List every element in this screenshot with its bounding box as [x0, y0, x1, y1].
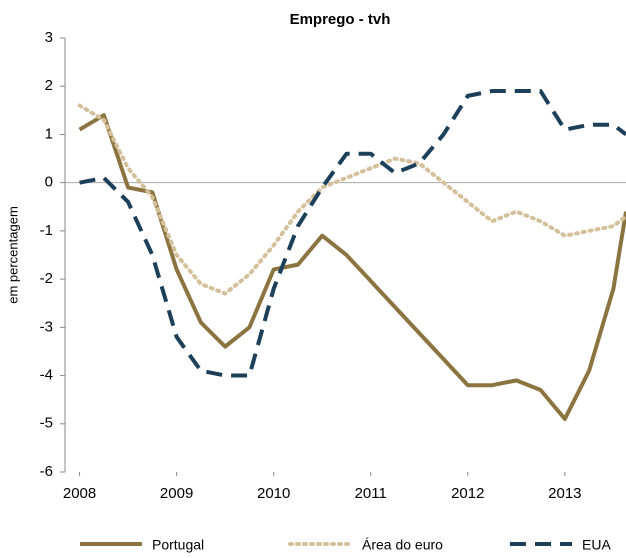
y-tick-label: 3 — [45, 29, 53, 46]
y-tick-label: -2 — [40, 270, 53, 287]
x-tick-label: 2013 — [548, 485, 581, 502]
y-tick-label: 2 — [45, 77, 53, 94]
x-tick-label: 2011 — [355, 485, 387, 502]
x-tick-label: 2010 — [257, 485, 290, 502]
y-tick-label: -1 — [40, 222, 53, 239]
series-line — [77, 103, 626, 296]
y-tick-label: -3 — [40, 318, 53, 335]
x-tick-label: 2009 — [160, 485, 193, 502]
legend-label: EUA — [582, 537, 611, 553]
y-tick-label: 1 — [45, 125, 53, 142]
y-tick-label: 0 — [45, 174, 53, 191]
y-tick-label: -4 — [40, 367, 53, 384]
y-tick-label: -5 — [40, 415, 53, 432]
legend-label: Área do euro — [362, 537, 443, 553]
x-tick-label: 2008 — [63, 485, 96, 502]
series-line — [78, 113, 626, 421]
legend-label: Portugal — [152, 537, 204, 553]
chart-title: Emprego - tvh — [290, 11, 391, 28]
series-line — [79, 89, 626, 378]
x-tick-label: 2012 — [451, 485, 484, 502]
y-tick-label: -6 — [40, 463, 53, 480]
y-axis-label: em percentagem — [5, 206, 20, 304]
